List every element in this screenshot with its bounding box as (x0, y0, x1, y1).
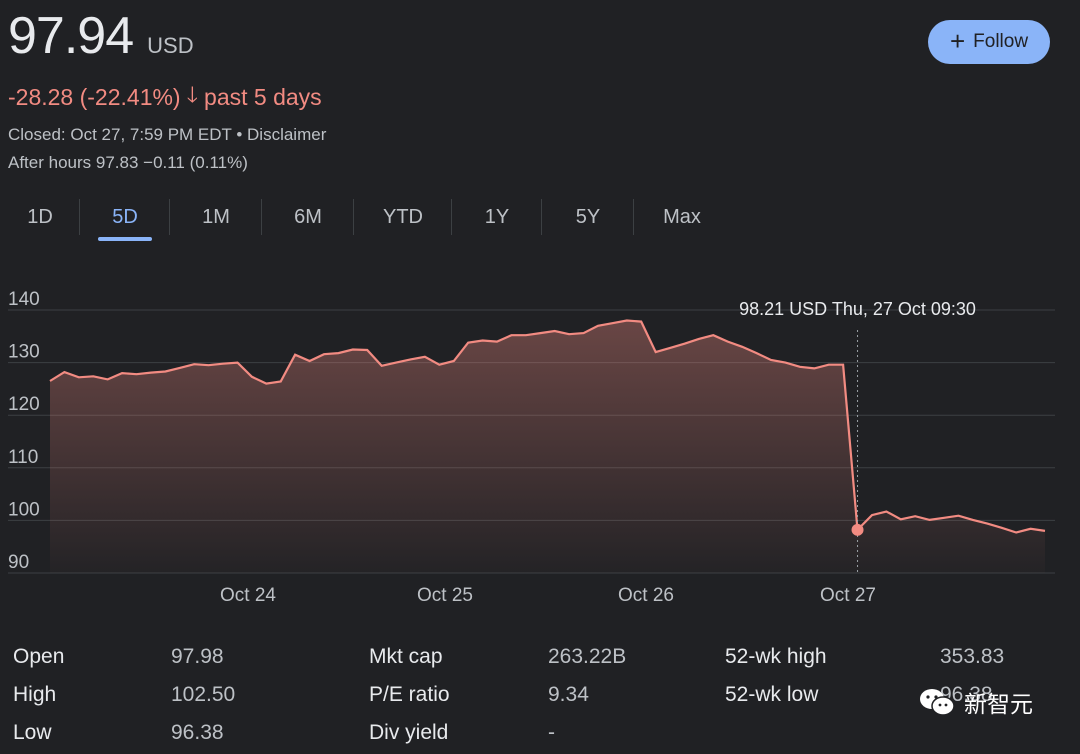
tab-6m[interactable]: 6M (262, 195, 354, 239)
price-line (49, 319, 1046, 534)
wechat-icon (920, 689, 955, 716)
stat-label-high: High (13, 683, 57, 706)
tab-5d[interactable]: 5D (80, 195, 170, 241)
stat-value-div-yield: - (548, 721, 555, 744)
hover-tooltip: 98.21 USD Thu, 27 Oct 09:30 (739, 299, 976, 319)
current-price: 97.94 (8, 7, 134, 65)
x-tick-label: Oct 26 (618, 585, 674, 606)
x-tick-label: Oct 24 (220, 585, 276, 606)
tab-1y[interactable]: 1Y (452, 195, 542, 239)
change-value: -28.28 (-22.41%) (8, 83, 181, 110)
watermark-text: 新智元 (964, 691, 1033, 717)
stat-label-52wk-low: 52-wk low (725, 683, 819, 706)
currency-label: USD (147, 33, 194, 58)
price-header: 97.94 USD (8, 6, 194, 66)
stat-label-52wk-high: 52-wk high (725, 645, 827, 668)
stat-value-low: 96.38 (171, 721, 224, 744)
stat-label-pe-ratio: P/E ratio (369, 683, 450, 706)
range-tabs: 1D 5D 1M 6M YTD 1Y 5Y Max (0, 195, 730, 243)
stat-value-high: 102.50 (171, 683, 236, 706)
stat-label-div-yield: Div yield (369, 721, 449, 744)
y-axis-labels: 140 130 120 110 100 90 (8, 290, 40, 573)
hover-marker (851, 523, 864, 536)
stat-value-52wk-high: 353.83 (940, 645, 1005, 668)
stat-label-open: Open (13, 645, 65, 668)
watermark: 新智元 (918, 685, 1033, 719)
tab-5y[interactable]: 5Y (542, 195, 634, 239)
y-tick-label: 120 (8, 394, 40, 415)
x-axis-labels: Oct 24 Oct 25 Oct 26 Oct 27 (220, 585, 876, 606)
stat-value-52wk-low: 96.38 (940, 683, 993, 706)
y-tick-label: 100 (8, 499, 40, 520)
tab-1d[interactable]: 1D (0, 195, 80, 239)
y-tick-label: 90 (8, 552, 29, 573)
after-hours: After hours 97.83 −0.11 (0.11%) (8, 153, 248, 172)
plus-icon: + (949, 25, 966, 56)
market-status: Closed: Oct 27, 7:59 PM EDT • Disclaimer (8, 125, 327, 144)
stat-label-low: Low (13, 721, 52, 744)
price-area (50, 320, 1045, 573)
stat-value-mkt-cap: 263.22B (548, 645, 627, 668)
tab-1m[interactable]: 1M (170, 195, 262, 239)
stat-value-pe-ratio: 9.34 (548, 683, 589, 706)
tab-max[interactable]: Max (663, 205, 701, 228)
follow-button[interactable]: + Follow (928, 20, 1050, 64)
y-tick-label: 110 (8, 447, 38, 468)
price-change: -28.28 (-22.41%) 🡓 past 5 days (8, 78, 322, 116)
tab-ytd[interactable]: YTD (354, 195, 452, 239)
follow-label: Follow (973, 31, 1029, 52)
stat-label-mkt-cap: Mkt cap (369, 645, 443, 668)
active-tab-indicator (98, 237, 152, 241)
x-tick-label: Oct 27 (820, 585, 876, 606)
stat-value-open: 97.98 (171, 645, 224, 668)
change-period: past 5 days (204, 83, 322, 110)
x-tick-label: Oct 25 (417, 585, 473, 606)
arrow-down-icon: 🡓 (186, 82, 199, 107)
y-tick-label: 140 (8, 290, 40, 310)
y-tick-label: 130 (8, 342, 40, 363)
